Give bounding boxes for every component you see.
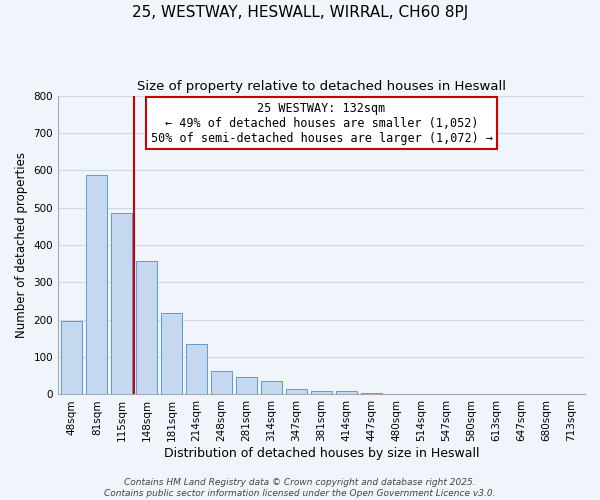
Bar xyxy=(111,212,133,394)
Bar xyxy=(211,372,232,394)
Y-axis label: Number of detached properties: Number of detached properties xyxy=(15,152,28,338)
X-axis label: Distribution of detached houses by size in Heswall: Distribution of detached houses by size … xyxy=(164,447,479,460)
Bar xyxy=(311,390,332,394)
Bar xyxy=(136,260,157,394)
Text: 25, WESTWAY, HESWALL, WIRRAL, CH60 8PJ: 25, WESTWAY, HESWALL, WIRRAL, CH60 8PJ xyxy=(132,5,468,20)
Text: Contains HM Land Registry data © Crown copyright and database right 2025.
Contai: Contains HM Land Registry data © Crown c… xyxy=(104,478,496,498)
Bar xyxy=(161,312,182,394)
Bar xyxy=(61,321,82,394)
Bar xyxy=(186,344,207,395)
Text: 25 WESTWAY: 132sqm
← 49% of detached houses are smaller (1,052)
50% of semi-deta: 25 WESTWAY: 132sqm ← 49% of detached hou… xyxy=(151,102,493,144)
Bar xyxy=(86,175,107,394)
Title: Size of property relative to detached houses in Heswall: Size of property relative to detached ho… xyxy=(137,80,506,93)
Bar xyxy=(261,382,282,394)
Bar xyxy=(236,377,257,394)
Bar xyxy=(361,392,382,394)
Bar xyxy=(286,389,307,394)
Bar xyxy=(336,390,357,394)
